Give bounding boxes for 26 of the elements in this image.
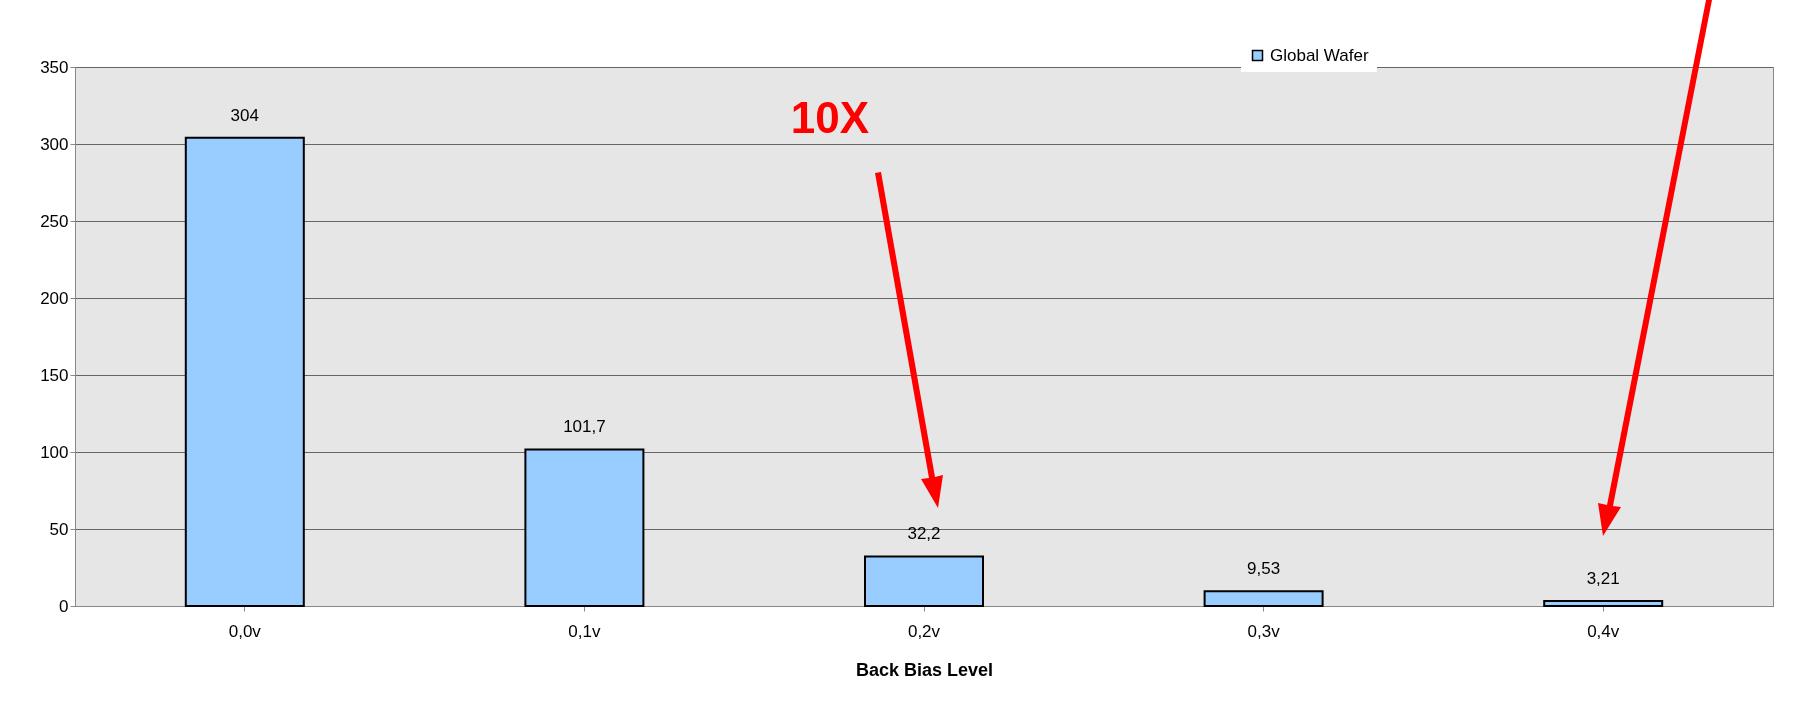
annotation: 10X — [790, 93, 870, 142]
x-tick-label: 0,0v — [228, 621, 262, 641]
x-tick-label: 0,4v — [1587, 621, 1620, 641]
bar — [184, 136, 305, 607]
data-label: 3,21 — [1586, 569, 1620, 589]
legend-label: Global Wafer — [1270, 45, 1369, 65]
y-tick-label: 350 — [40, 57, 69, 77]
data-label: 32,2 — [907, 524, 941, 544]
x-axis-title: Back Bias Level — [855, 659, 994, 680]
y-tick-label: 250 — [40, 211, 69, 231]
data-label: 101,7 — [563, 417, 606, 437]
data-label: 304 — [230, 105, 259, 125]
x-tick-label: 0,3v — [1247, 621, 1281, 641]
data-label: 9,53 — [1247, 559, 1281, 579]
x-tick-label: 0,1v — [568, 621, 601, 641]
bar — [1203, 590, 1324, 607]
y-tick-label: 150 — [40, 365, 69, 385]
y-tick-label: 0 — [59, 596, 69, 616]
y-tick-label: 200 — [40, 288, 69, 308]
y-tick-label: 50 — [49, 519, 69, 539]
bar — [864, 555, 984, 607]
y-tick-label: 100 — [40, 442, 69, 462]
x-tick-label: 0,2v — [907, 621, 941, 641]
bar — [524, 448, 645, 607]
y-tick-label: 300 — [40, 134, 69, 154]
bar — [1543, 600, 1664, 607]
